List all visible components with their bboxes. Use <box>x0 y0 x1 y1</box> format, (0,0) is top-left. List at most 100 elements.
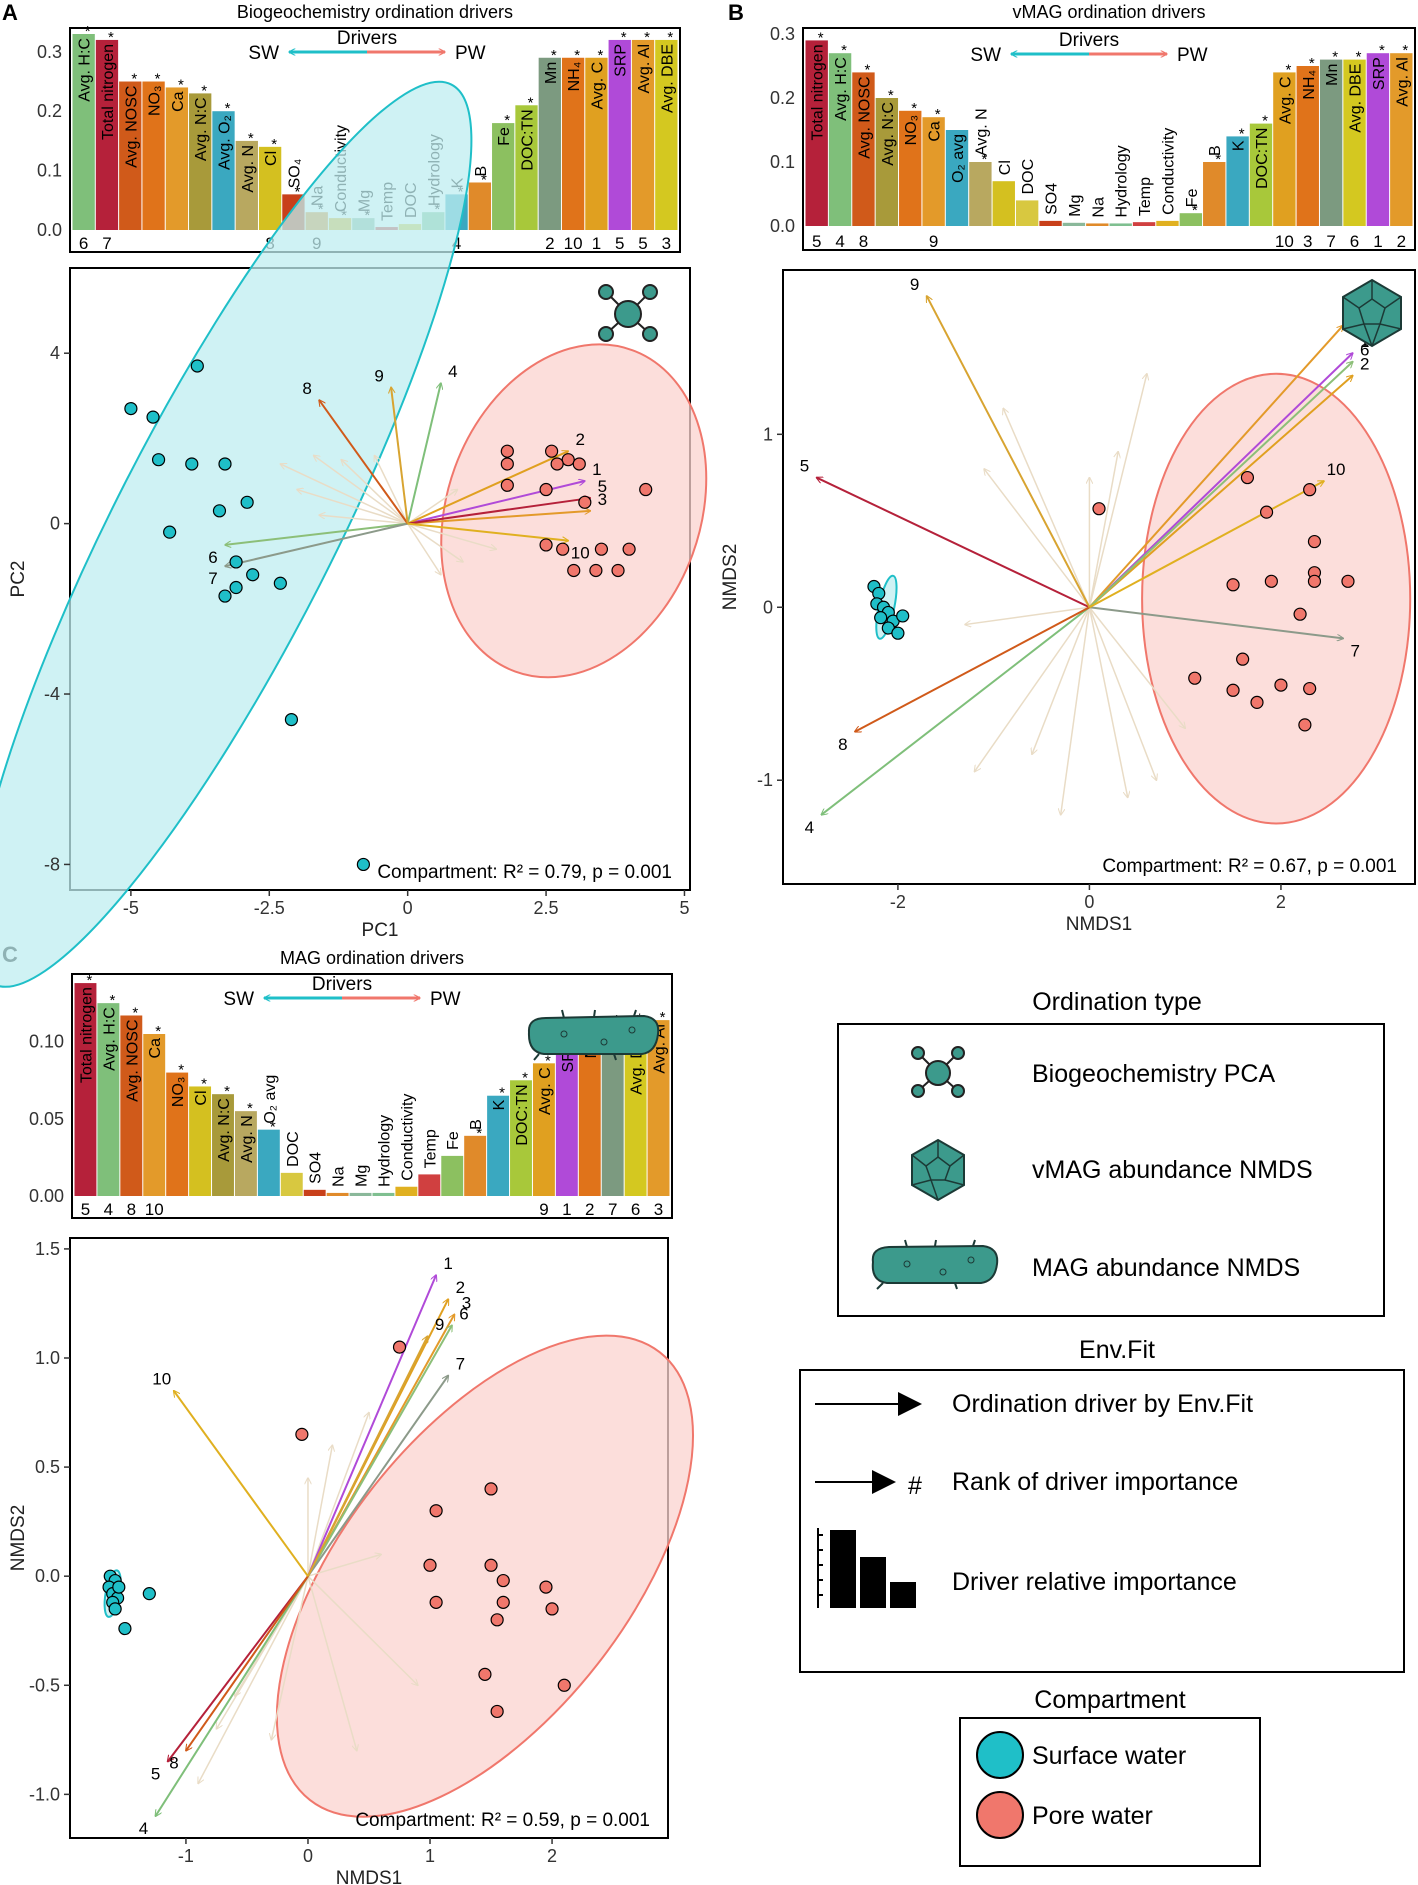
y-tick-label: -1.0 <box>29 1784 60 1804</box>
bar <box>1343 59 1366 226</box>
pore-water-point <box>589 563 603 578</box>
bar <box>1015 200 1039 226</box>
bar <box>899 110 922 226</box>
pore-water-point <box>496 1595 510 1609</box>
bar-label: Avg. N <box>240 145 257 193</box>
driver-arrow <box>225 522 408 567</box>
significance-star: * <box>1309 55 1315 72</box>
rank-label: 7 <box>102 234 111 253</box>
driver-arrow <box>407 481 585 525</box>
significance-star: * <box>155 1023 161 1040</box>
rank-label: 1 <box>592 234 601 253</box>
virus-capsid-icon <box>1342 278 1402 348</box>
arrow-rank-label: 4 <box>139 1819 148 1838</box>
driver-arrow <box>307 1336 429 1577</box>
arrow-rank-label: 7 <box>456 1354 465 1373</box>
surface-water-swatch <box>976 1731 1024 1779</box>
arrow-rank-label: 10 <box>1327 460 1346 479</box>
x-tick-label: -5 <box>123 898 139 918</box>
driver-arrow <box>406 383 441 524</box>
rank-label: 10 <box>1275 232 1294 251</box>
sw-label: SW <box>223 989 254 1010</box>
significance-star: * <box>1332 49 1338 66</box>
arrow-rank-label: 4 <box>448 362 457 381</box>
rank-label: 9 <box>539 1200 548 1219</box>
pore-water-point <box>567 563 581 578</box>
pore-water-point <box>1274 678 1288 692</box>
bar-label: O₂ avg <box>262 1075 279 1124</box>
pore-water-point <box>1303 681 1317 696</box>
bar-label: Avg. DBE <box>659 44 676 113</box>
legend-rank-arrow-icon <box>815 1470 896 1494</box>
bar <box>235 140 258 230</box>
minor-driver-arrow <box>374 455 409 524</box>
driver-arrow <box>168 1575 309 1761</box>
arrow-rank-label: 5 <box>800 457 809 476</box>
pore-water-point <box>490 1704 504 1719</box>
pore-water-point <box>578 495 592 509</box>
bar-label: DOC <box>285 1131 302 1167</box>
driver-arrow <box>307 1375 448 1577</box>
significance-star: * <box>598 47 604 64</box>
driver-arrow <box>186 1575 309 1751</box>
bar-label: Avg. N:C <box>193 97 210 161</box>
bar-chart-title: Biogeochemistry ordination drivers <box>237 2 513 22</box>
legend-envfit-box <box>799 1369 1405 1673</box>
rank-label: 10 <box>564 234 583 253</box>
significance-star: * <box>1356 49 1362 66</box>
pore-water-point <box>622 542 636 556</box>
bar <box>74 983 97 1196</box>
bar-chart-title: vMAG ordination drivers <box>1012 2 1205 22</box>
significance-star: * <box>109 992 115 1009</box>
rank-label: 9 <box>929 232 938 251</box>
bar <box>655 39 678 230</box>
bar-label: Total nitrogen <box>810 44 827 140</box>
pore-water-ellipse <box>440 343 708 679</box>
driver-arrow <box>319 400 409 525</box>
panel-c-bar-chart: MAG ordination drivers0.000.050.10*Total… <box>29 948 673 1219</box>
significance-star: * <box>201 1075 207 1092</box>
driver-arrow <box>817 478 1090 609</box>
minor-driver-arrow <box>307 1445 332 1577</box>
compartment-stats: Compartment: R² = 0.79, p = 0.001 <box>377 862 672 883</box>
rank-label: 1 <box>1373 232 1382 251</box>
driver-arrow <box>855 606 1090 733</box>
surface-water-point <box>118 1621 132 1636</box>
significance-star: * <box>504 112 510 129</box>
minor-driver-arrow <box>1088 452 1118 608</box>
bar-label: SO4 <box>308 1152 325 1184</box>
pore-water-point <box>1307 534 1322 549</box>
arrow-rank-label: 7 <box>1350 641 1359 660</box>
bar <box>349 1192 372 1196</box>
pore-water-point <box>1226 578 1240 592</box>
arrow-rank-label: 3 <box>462 1293 471 1312</box>
bar <box>1062 222 1086 226</box>
bar <box>72 34 95 230</box>
driver-arrow <box>155 1575 309 1816</box>
pw-label: PW <box>430 989 461 1010</box>
bar-label: Ca <box>927 121 944 142</box>
bar <box>142 81 165 230</box>
minor-driver-arrow <box>407 523 441 575</box>
x-tick-label: 0 <box>1084 892 1094 912</box>
y-axis-label: NMDS2 <box>8 1505 29 1572</box>
bar <box>555 1035 578 1196</box>
pore-water-point <box>572 457 586 471</box>
bar-label: Fe <box>1184 188 1201 207</box>
minor-driver-arrow <box>307 1554 381 1577</box>
rank-label: 6 <box>1350 232 1359 251</box>
bar <box>257 1129 280 1196</box>
bar-label: Avg. NOSC <box>124 1019 141 1101</box>
arrow-rank-label: 9 <box>910 275 919 294</box>
bar-label: Avg. H:C <box>77 38 94 102</box>
pore-water-point <box>1236 652 1250 666</box>
y-tick-label: -1 <box>757 770 773 790</box>
legend-capsid-icon <box>911 1138 965 1202</box>
significance-star: * <box>178 76 184 93</box>
bar <box>532 1063 555 1196</box>
arrow-rank-label: 5 <box>598 477 607 496</box>
bar-label: SO4 <box>1044 183 1061 215</box>
rank-label: 5 <box>615 234 624 253</box>
x-axis-label: NMDS1 <box>1066 914 1133 935</box>
